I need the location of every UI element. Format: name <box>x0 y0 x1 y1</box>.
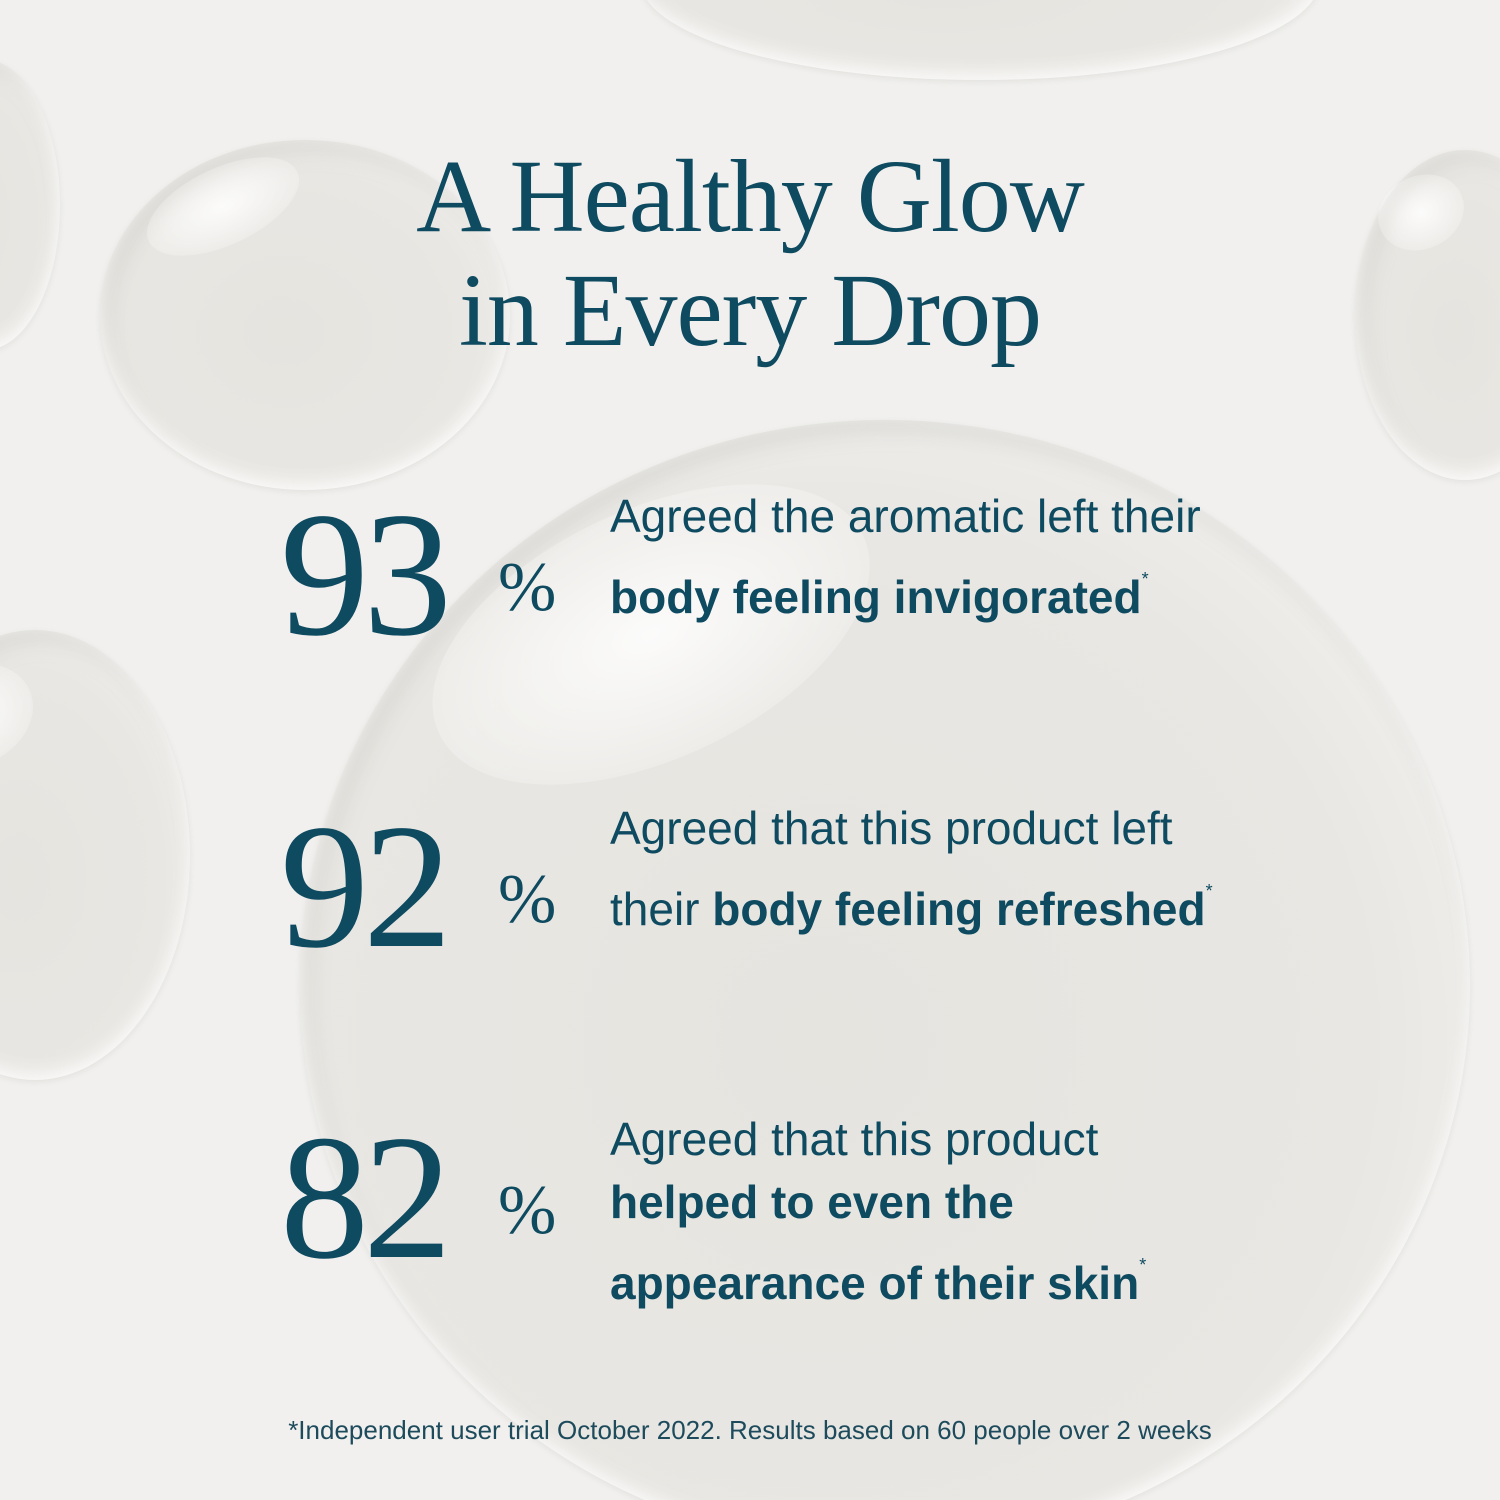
percent-sign: % <box>498 549 557 626</box>
oil-drop <box>0 630 190 1080</box>
footnote: *Independent user trial October 2022. Re… <box>288 1415 1212 1445</box>
oil-drop <box>300 420 1470 1500</box>
page-title: A Healthy Glow in Every Drop <box>0 140 1500 368</box>
title-line-2: in Every Drop <box>459 253 1042 368</box>
stat-description: Agreed that this product left their body… <box>610 802 1213 935</box>
stat-item: 82 % Agreed that this product helped to … <box>280 1098 1280 1309</box>
stat-item: 93 % Agreed the aromatic left their body… <box>280 485 1280 685</box>
oil-drop <box>640 0 1320 80</box>
oil-drop <box>100 140 510 490</box>
stat-description: Agreed the aromatic left their body feel… <box>610 490 1201 623</box>
stat-value: 82 <box>280 1098 452 1296</box>
stat-description: Agreed that this product helped to even … <box>610 1113 1147 1309</box>
stat-value: 92 <box>280 787 452 985</box>
stat-value: 93 <box>280 475 452 673</box>
title-line-1: A Healthy Glow <box>416 139 1085 254</box>
percent-sign: % <box>498 1172 557 1249</box>
stat-item: 92 % Agreed that this product left their… <box>280 797 1280 997</box>
percent-sign: % <box>498 861 557 938</box>
